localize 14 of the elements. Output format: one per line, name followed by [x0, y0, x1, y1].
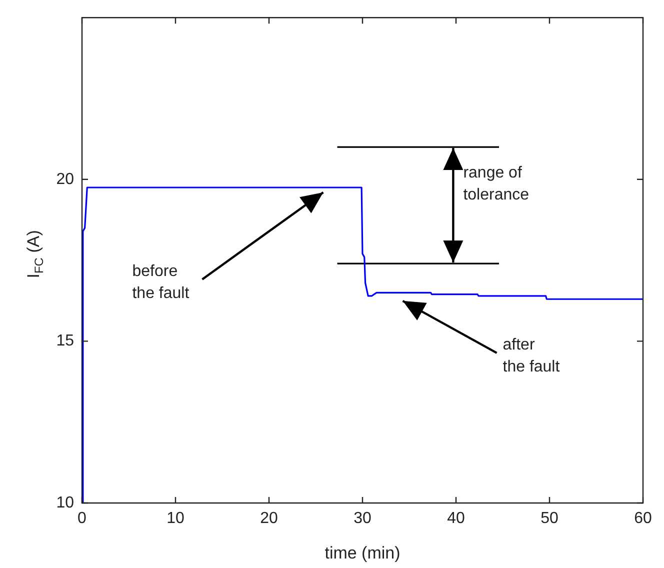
- annotation: after the fault: [502, 336, 560, 376]
- y-tick-label: 20: [56, 170, 74, 188]
- annotation: before the fault: [132, 262, 190, 302]
- x-tick-label: 30: [354, 510, 372, 528]
- x-tick-label: 50: [540, 510, 558, 528]
- x-tick-label: 10: [166, 510, 184, 528]
- x-tick-label: 60: [634, 510, 652, 528]
- annotation: range of tolerance: [463, 164, 530, 204]
- x-tick-label: 0: [78, 510, 87, 528]
- x-tick-label: 20: [260, 510, 278, 528]
- x-tick-label: 40: [447, 510, 465, 528]
- x-axis-title: time (min): [324, 543, 400, 562]
- y-tick-label: 15: [56, 332, 74, 350]
- y-tick-label: 10: [56, 494, 74, 512]
